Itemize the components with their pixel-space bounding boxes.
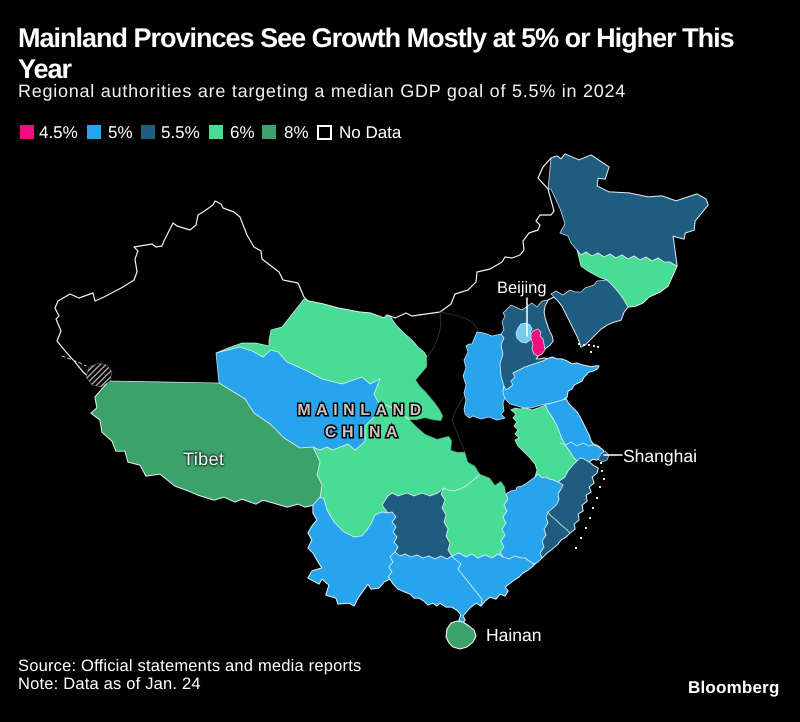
svg-text:Tibet: Tibet bbox=[183, 449, 224, 469]
svg-text:CHINA: CHINA bbox=[325, 424, 403, 441]
svg-text:MAINLAND: MAINLAND bbox=[297, 402, 426, 419]
svg-text:Beijing: Beijing bbox=[497, 279, 547, 297]
svg-text:Shanghai: Shanghai bbox=[623, 446, 697, 466]
svg-text:Hainan: Hainan bbox=[486, 625, 541, 645]
